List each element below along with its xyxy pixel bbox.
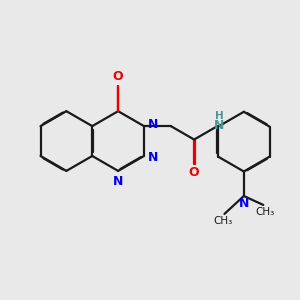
Text: CH₃: CH₃ bbox=[255, 207, 274, 217]
Text: H: H bbox=[214, 111, 223, 121]
Text: O: O bbox=[113, 70, 123, 83]
Text: N: N bbox=[148, 118, 158, 131]
Text: CH₃: CH₃ bbox=[213, 216, 232, 226]
Text: N: N bbox=[148, 151, 158, 164]
Text: N: N bbox=[113, 176, 123, 188]
Text: O: O bbox=[189, 167, 200, 179]
Text: N: N bbox=[214, 119, 224, 132]
Text: N: N bbox=[239, 197, 249, 211]
